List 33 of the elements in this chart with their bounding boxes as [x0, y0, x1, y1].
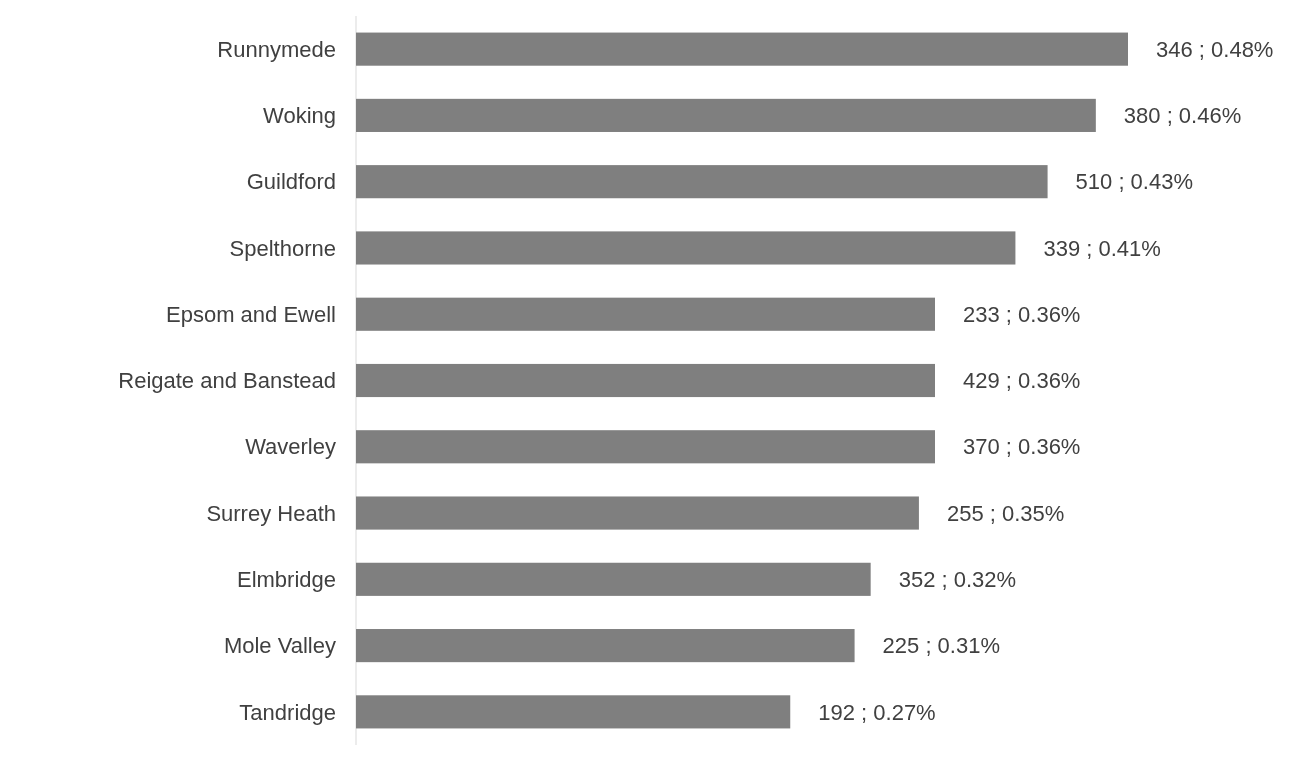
y-tick-label: Epsom and Ewell: [166, 301, 336, 327]
bar: [356, 231, 1016, 265]
y-tick-label: Mole Valley: [223, 633, 336, 659]
y-tick-label: Woking: [263, 103, 336, 129]
bar: [356, 165, 1048, 199]
data-label: 429 ; 0.36%: [963, 368, 1081, 394]
data-label: 339 ; 0.41%: [1043, 235, 1161, 261]
bar: [356, 98, 1096, 132]
data-label: 510 ; 0.43%: [1075, 169, 1194, 195]
data-label: 346 ; 0.48%: [1156, 36, 1274, 62]
bar: [356, 430, 935, 464]
data-label: 380 ; 0.46%: [1123, 103, 1242, 129]
y-tick-label: Elmbridge: [236, 567, 336, 593]
bar: [356, 297, 935, 331]
data-label: 370 ; 0.36%: [963, 434, 1081, 460]
bar: [356, 496, 919, 530]
data-label: 352 ; 0.32%: [898, 567, 1017, 593]
y-tick-label: Guildford: [246, 169, 336, 195]
bar: [356, 562, 871, 596]
data-label: 255 ; 0.35%: [946, 500, 1065, 526]
bar: [356, 32, 1128, 66]
y-tick-label: Runnymede: [217, 36, 336, 62]
y-tick-label: Waverley: [245, 434, 336, 460]
data-label: 233 ; 0.36%: [963, 301, 1081, 327]
y-tick-label: Spelthorne: [229, 235, 336, 261]
bar: [356, 629, 855, 663]
data-label: 225 ; 0.31%: [882, 633, 1001, 659]
y-tick-label: Surrey Heath: [206, 500, 336, 526]
bar: [356, 363, 935, 398]
bar: [356, 695, 791, 729]
y-tick-label: Tandridge: [239, 699, 336, 725]
data-label: 192 ; 0.27%: [818, 699, 936, 725]
y-tick-label: Reigate and Banstead: [118, 368, 336, 394]
